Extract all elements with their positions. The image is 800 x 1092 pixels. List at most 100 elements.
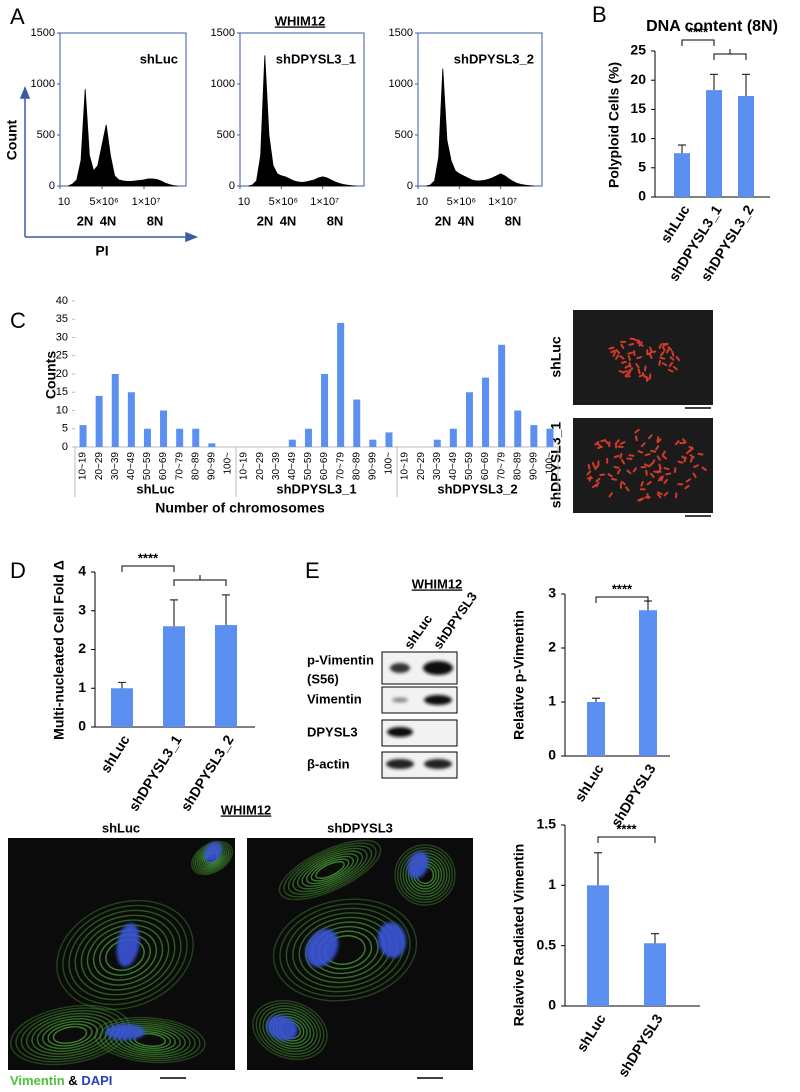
x-tick-label: 10 xyxy=(238,196,250,208)
x-tick-label: 60~69 xyxy=(319,452,330,481)
chromosome xyxy=(646,480,652,486)
chromosome xyxy=(607,473,613,478)
x-tick-label: 90~99 xyxy=(367,452,378,481)
y-tick-label: 1500 xyxy=(389,27,413,39)
chromosome xyxy=(657,491,663,496)
chromosome xyxy=(663,491,669,497)
chromosome xyxy=(611,478,618,481)
x-tick-label: 40~49 xyxy=(287,452,298,481)
lane-label: shDPYSL3 xyxy=(430,589,480,651)
chromosome xyxy=(613,466,620,469)
chromosome xyxy=(672,365,678,371)
cell-drawing xyxy=(10,839,456,1066)
x-tick-label: 10 xyxy=(58,196,70,208)
chromosome xyxy=(628,342,635,346)
y-tick-label: 0 xyxy=(407,180,413,192)
ploidy-label: 8N xyxy=(505,213,522,228)
x-tick-label: shLuc xyxy=(97,732,133,776)
chromosome xyxy=(597,445,603,450)
chromosome xyxy=(644,453,651,457)
cytoskeleton xyxy=(191,840,233,876)
y-tick-label: 0 xyxy=(78,718,86,734)
y-tick-label: 0 xyxy=(548,747,556,763)
chromosome xyxy=(673,467,677,474)
y-tick-label: 25 xyxy=(630,42,646,58)
chromosome xyxy=(624,371,630,377)
histogram-area xyxy=(68,89,178,187)
y-tick-label: 3 xyxy=(548,585,556,601)
x-tick-label: 5×10⁶ xyxy=(447,196,476,208)
y-tick-label: 500 xyxy=(395,129,413,141)
chromosome xyxy=(620,459,626,465)
bar xyxy=(482,377,490,447)
error-bar xyxy=(222,594,230,626)
chromosome xyxy=(668,361,674,368)
y-tick-label: 15 xyxy=(56,386,68,398)
chromosome xyxy=(643,365,647,372)
error-bar xyxy=(678,144,686,154)
chromosome xyxy=(683,456,687,463)
bar xyxy=(514,410,522,447)
blot-band xyxy=(392,697,408,703)
x-tick-label: shDPYSL3_1 xyxy=(125,732,184,814)
chromosome xyxy=(665,472,672,476)
cytoskeleton xyxy=(262,1007,318,1053)
chromosome xyxy=(625,486,630,492)
y-axis-label: Relative p-Vimentin xyxy=(511,610,527,740)
bar xyxy=(321,374,329,447)
error-bar xyxy=(592,697,600,702)
histogram-area xyxy=(248,55,356,187)
chromosome xyxy=(658,467,662,473)
cytoskeleton xyxy=(399,849,451,901)
cytoskeleton xyxy=(283,842,377,898)
cytoskeleton xyxy=(292,847,368,893)
chromosome xyxy=(618,370,625,374)
blot-band xyxy=(386,759,414,769)
cytoskeleton xyxy=(99,1018,201,1062)
bar xyxy=(587,702,605,756)
y-axis-label: Count xyxy=(4,119,20,160)
panel-title: WHIM12 xyxy=(412,576,463,591)
ploidy-label: 4N xyxy=(100,213,117,228)
y-tick-label: 0 xyxy=(548,997,556,1013)
x-tick-label: 50~59 xyxy=(142,452,153,481)
chromosome xyxy=(689,454,695,459)
y-tick-label: 0 xyxy=(62,441,68,453)
chromosome xyxy=(648,353,653,359)
x-tick-label: 5×10⁶ xyxy=(269,196,298,208)
row-label: DPYSL3 xyxy=(307,724,358,739)
x-tick-label: shLuc xyxy=(571,761,607,805)
chromosome xyxy=(594,464,599,470)
chromosome xyxy=(628,367,634,372)
chromosome xyxy=(628,362,632,368)
chromosome xyxy=(653,470,660,474)
chromosome xyxy=(612,351,617,358)
chromosome xyxy=(649,346,653,353)
chromosome xyxy=(661,362,668,367)
chromosome xyxy=(663,478,668,485)
bar xyxy=(546,428,554,447)
chromosome xyxy=(616,468,621,475)
x-tick-label: 40~49 xyxy=(126,452,137,481)
chromosome xyxy=(628,454,635,457)
lane-label: shLuc xyxy=(401,612,435,652)
significance-label: **** xyxy=(612,581,633,596)
cytoskeleton xyxy=(296,850,364,890)
nucleus xyxy=(116,923,140,967)
y-tick-label: 1000 xyxy=(389,78,413,90)
x-tick-label: 1×10⁷ xyxy=(310,196,339,208)
bar xyxy=(95,395,103,447)
chart-title: DNA content (8N) xyxy=(646,18,778,35)
chromosome xyxy=(682,438,687,444)
chromosome xyxy=(656,455,661,461)
group-label: shDPYSL3_2 xyxy=(437,481,517,496)
bar xyxy=(674,153,690,197)
bar xyxy=(644,943,666,1006)
x-axis-label: Number of chromosomes xyxy=(155,500,325,516)
chromosome xyxy=(615,439,620,445)
nucleus xyxy=(305,929,339,967)
x-tick-label: 10~19 xyxy=(400,452,411,481)
row-label: β-actin xyxy=(307,756,350,771)
chromosome xyxy=(685,478,691,483)
